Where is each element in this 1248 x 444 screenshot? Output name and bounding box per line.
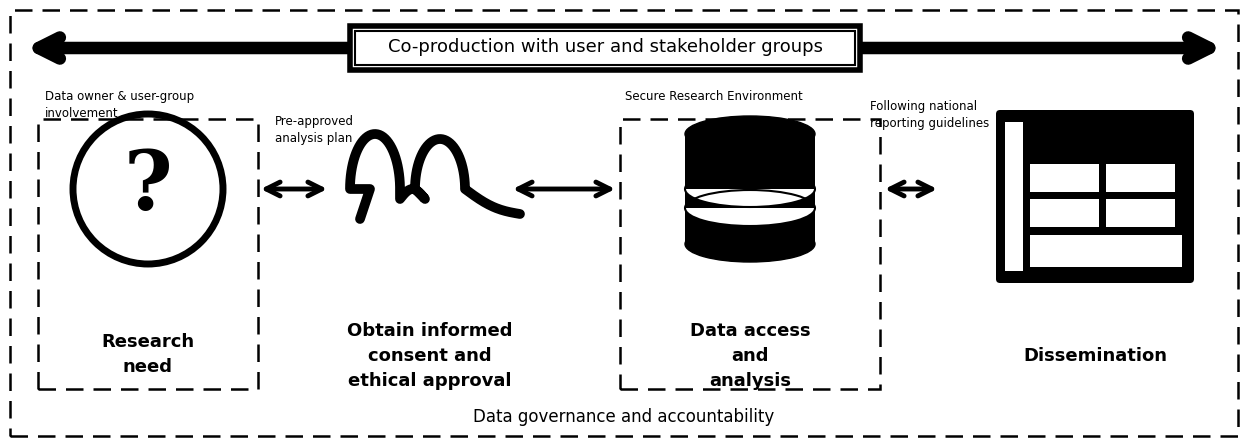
Bar bbox=[349, 26, 860, 70]
Text: Research
need: Research need bbox=[101, 333, 195, 376]
Ellipse shape bbox=[685, 190, 815, 226]
Bar bbox=[1030, 199, 1099, 227]
Text: ?: ? bbox=[124, 147, 172, 227]
Bar bbox=[620, 119, 880, 389]
Bar bbox=[685, 171, 815, 189]
Text: Data access
and
analysis: Data access and analysis bbox=[690, 322, 810, 390]
Bar bbox=[1106, 164, 1176, 192]
Ellipse shape bbox=[685, 171, 815, 207]
Text: Co-production with user and stakeholder groups: Co-production with user and stakeholder … bbox=[387, 38, 822, 56]
Text: Data owner & user-group
involvement: Data owner & user-group involvement bbox=[45, 90, 195, 120]
Text: Obtain informed
consent and
ethical approval: Obtain informed consent and ethical appr… bbox=[347, 322, 513, 390]
FancyBboxPatch shape bbox=[996, 110, 1194, 283]
Bar bbox=[349, 26, 860, 70]
Bar bbox=[685, 134, 815, 244]
Ellipse shape bbox=[685, 226, 815, 262]
Bar bbox=[1030, 235, 1182, 267]
Bar bbox=[1106, 199, 1176, 227]
Text: Secure Research Environment: Secure Research Environment bbox=[625, 90, 802, 103]
Bar bbox=[1005, 122, 1023, 271]
Bar bbox=[1030, 164, 1099, 192]
Bar bbox=[354, 31, 855, 65]
Text: Pre-approved
analysis plan: Pre-approved analysis plan bbox=[275, 115, 354, 145]
Text: Data governance and accountability: Data governance and accountability bbox=[473, 408, 775, 426]
Text: Following national
reporting guidelines: Following national reporting guidelines bbox=[870, 100, 990, 130]
Bar bbox=[37, 119, 258, 389]
Text: Dissemination: Dissemination bbox=[1023, 347, 1167, 365]
Bar bbox=[685, 190, 815, 208]
Ellipse shape bbox=[685, 116, 815, 152]
